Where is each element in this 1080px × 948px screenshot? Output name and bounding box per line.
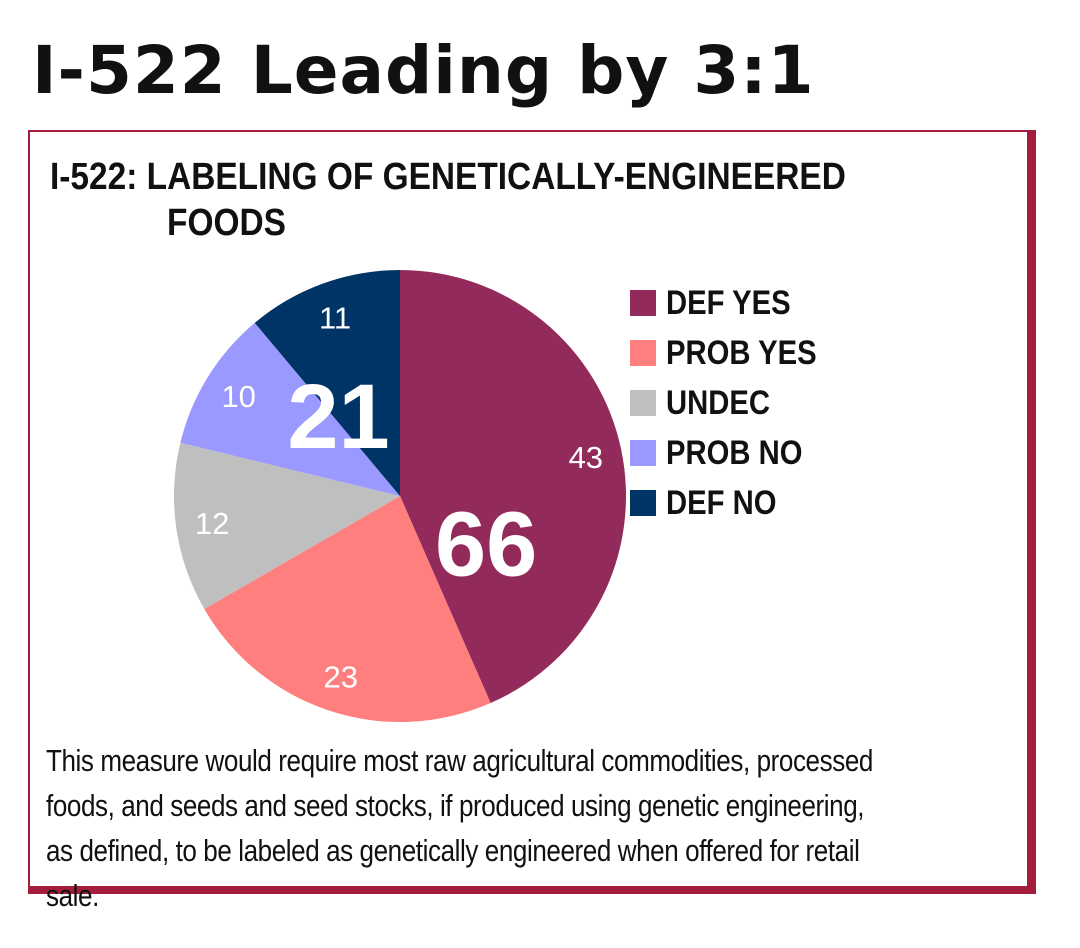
legend-item: UNDEC — [630, 378, 841, 428]
chart-frame: I-522: LABELING OF GENETICALLY-ENGINEERE… — [28, 130, 1036, 913]
legend-swatch — [630, 390, 656, 416]
chart-title-line-2: FOODS — [167, 202, 286, 244]
slice-value-label: 10 — [221, 379, 255, 414]
legend-swatch — [630, 290, 656, 316]
group-total-label: 21 — [287, 366, 389, 468]
legend-swatch — [630, 490, 656, 516]
slice-value-label: 11 — [319, 301, 351, 336]
legend-item: DEF NO — [630, 478, 841, 528]
slice-value-label: 43 — [569, 440, 603, 475]
pie-slice-undec — [174, 442, 400, 609]
measure-description: This measure would require most raw agri… — [46, 743, 873, 913]
group-total-label: 66 — [435, 494, 537, 596]
legend-item: PROB NO — [630, 428, 841, 478]
legend-item: DEF YES — [630, 278, 841, 328]
pie-chart: 43 23 12 10 11 66 21 — [174, 270, 626, 722]
legend-label: DEF NO — [666, 483, 777, 522]
legend-label: DEF YES — [666, 283, 791, 322]
headline: I-522 Leading by 3:1 — [32, 32, 815, 109]
legend-label: UNDEC — [666, 383, 770, 422]
pie-slice-prob-no — [180, 322, 400, 496]
legend: DEF YES PROB YES UNDEC PROB NO DEF NO — [630, 278, 841, 528]
legend-label: PROB YES — [666, 333, 817, 372]
pie-slice-prob-yes — [204, 496, 491, 722]
chart-title: I-522: LABELING OF GENETICALLY-ENGINEERE… — [50, 154, 895, 246]
pie-slice-def-no — [254, 270, 400, 496]
legend-swatch — [630, 340, 656, 366]
slice-value-label: 23 — [324, 659, 358, 694]
legend-swatch — [630, 440, 656, 466]
legend-label: PROB NO — [666, 433, 803, 472]
legend-item: PROB YES — [630, 328, 841, 378]
slice-value-label: 12 — [195, 506, 229, 541]
chart-title-line-1: I-522: LABELING OF GENETICALLY-ENGINEERE… — [50, 156, 846, 198]
pie-slice-def-yes — [400, 270, 626, 704]
